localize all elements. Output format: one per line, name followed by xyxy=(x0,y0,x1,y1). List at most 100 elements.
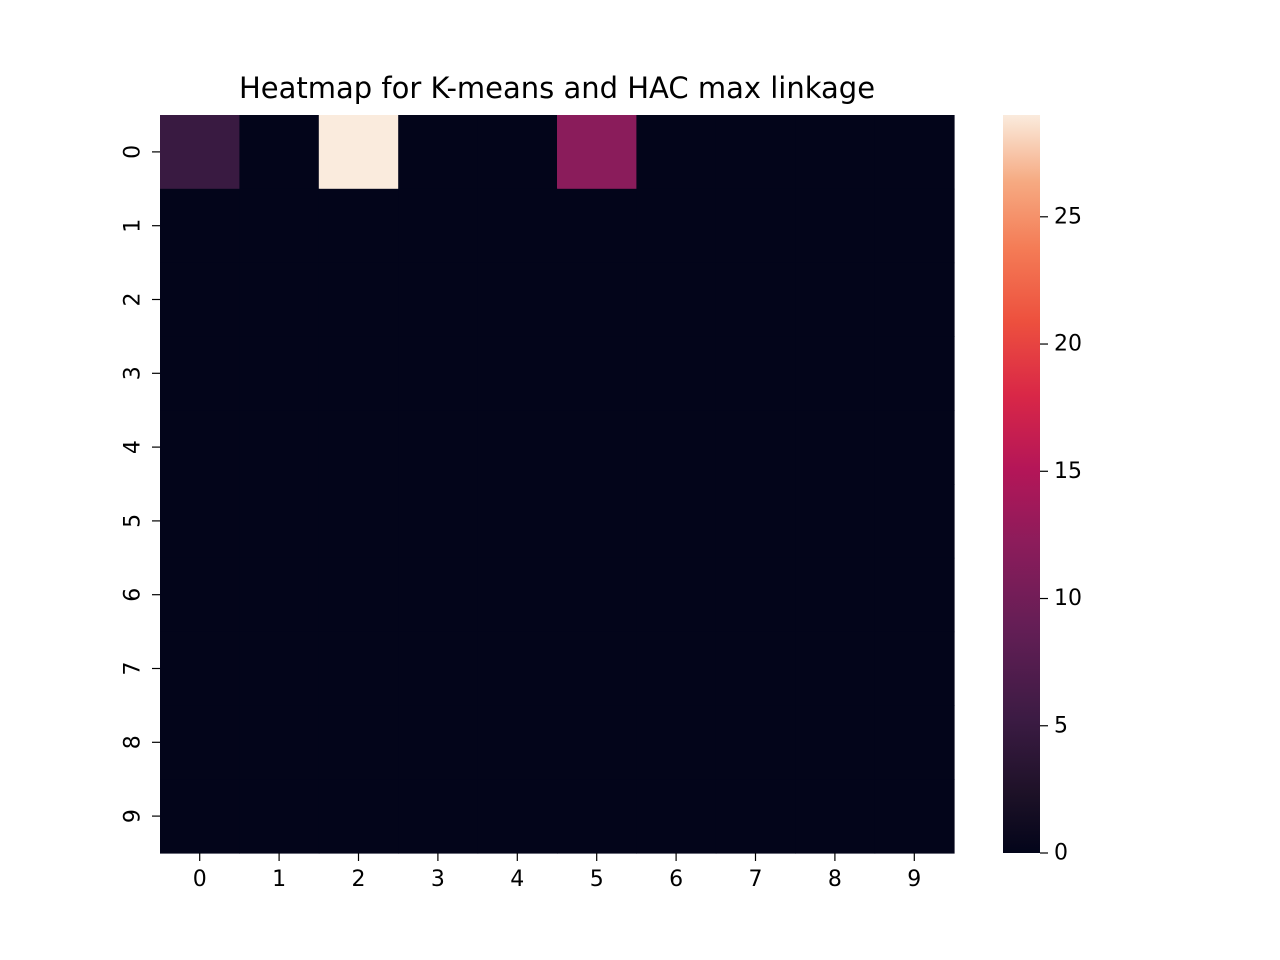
x-tick-label: 5 xyxy=(590,867,604,892)
heatmap-cell-r1-c5 xyxy=(557,188,637,264)
colorbar-tick-label: 10 xyxy=(1054,586,1082,611)
heatmap-cell-r2-c3 xyxy=(398,262,479,337)
heatmap-cell-r6-c1 xyxy=(239,557,320,633)
heatmap-cell-r7-c2 xyxy=(318,631,399,706)
y-tick-label: 6 xyxy=(121,588,146,602)
heatmap-cell-r2-c8 xyxy=(795,262,876,337)
heatmap-cell-r4-c9 xyxy=(874,410,955,485)
heatmap-cell-r7-c3 xyxy=(398,631,479,706)
heatmap-cell-r6-c8 xyxy=(795,557,876,633)
colorbar-tick-label: 25 xyxy=(1054,204,1082,229)
heatmap-cell-r9-c6 xyxy=(636,779,717,854)
colorbar-tick-label: 0 xyxy=(1054,841,1068,866)
heatmap-cell-r3-c2 xyxy=(318,336,399,411)
heatmap-cell-r9-c1 xyxy=(239,779,320,854)
heatmap-cell-r3-c0 xyxy=(160,336,240,411)
heatmap-cell-r2-c6 xyxy=(636,262,717,337)
heatmap-cell-r1-c4 xyxy=(477,188,558,264)
heatmap-cells xyxy=(160,115,955,854)
heatmap-cell-r3-c9 xyxy=(874,336,955,411)
heatmap-cell-r4-c3 xyxy=(398,410,479,485)
heatmap-cell-r2-c4 xyxy=(477,262,558,337)
heatmap-cell-r3-c1 xyxy=(239,336,320,411)
y-axis: 0 1 2 3 4 5 6 7 8 9 xyxy=(121,145,160,823)
x-tick-label: 0 xyxy=(193,867,207,892)
heatmap-cell-r4-c8 xyxy=(795,410,876,485)
heatmap-cell-r8-c1 xyxy=(239,705,320,780)
heatmap-cell-r8-c2 xyxy=(318,705,399,780)
heatmap-cell-r5-c1 xyxy=(239,484,320,559)
y-tick-label: 8 xyxy=(121,735,146,749)
heatmap-cell-r0-c4 xyxy=(477,115,558,190)
heatmap-cell-r3-c8 xyxy=(795,336,876,411)
heatmap-cell-r8-c3 xyxy=(398,705,479,780)
heatmap-cell-r1-c2 xyxy=(318,188,399,264)
heatmap-cell-r5-c5 xyxy=(557,484,637,559)
heatmap-cell-r2-c0 xyxy=(160,262,240,337)
heatmap-cell-r7-c1 xyxy=(239,631,320,706)
heatmap-cell-r0-c3 xyxy=(398,115,479,190)
heatmap-cell-r5-c7 xyxy=(715,484,796,559)
x-tick-label: 2 xyxy=(352,867,366,892)
colorbar xyxy=(1003,115,1040,853)
heatmap-cell-r7-c7 xyxy=(715,631,796,706)
heatmap-cell-r3-c5 xyxy=(557,336,637,411)
heatmap-cell-r5-c8 xyxy=(795,484,876,559)
heatmap-cell-r4-c5 xyxy=(557,410,637,485)
heatmap-cell-r6-c2 xyxy=(318,557,399,633)
colorbar-tick-label: 15 xyxy=(1054,459,1082,484)
heatmap-cell-r9-c9 xyxy=(874,779,955,854)
heatmap-cell-r3-c3 xyxy=(398,336,479,411)
heatmap-cell-r1-c3 xyxy=(398,188,479,264)
heatmap-cell-r3-c4 xyxy=(477,336,558,411)
x-tick-label: 4 xyxy=(510,867,524,892)
heatmap-cell-r7-c4 xyxy=(477,631,558,706)
x-axis: 0 1 2 3 4 5 6 7 8 9 xyxy=(193,853,921,892)
heatmap-cell-r6-c4 xyxy=(477,557,558,633)
heatmap-cell-r4-c1 xyxy=(239,410,320,485)
heatmap-cell-r0-c2 xyxy=(318,115,399,190)
heatmap-cell-r8-c9 xyxy=(874,705,955,780)
heatmap-cell-r9-c0 xyxy=(160,779,240,854)
heatmap-cell-r6-c6 xyxy=(636,557,717,633)
x-tick-label: 3 xyxy=(431,867,445,892)
heatmap-cell-r5-c2 xyxy=(318,484,399,559)
x-tick-label: 7 xyxy=(749,867,763,892)
heatmap-cell-r1-c7 xyxy=(715,188,796,264)
heatmap-cell-r5-c6 xyxy=(636,484,717,559)
heatmap-cell-r1-c8 xyxy=(795,188,876,264)
heatmap-cell-r7-c9 xyxy=(874,631,955,706)
heatmap-cell-r1-c9 xyxy=(874,188,955,264)
heatmap-cell-r5-c0 xyxy=(160,484,240,559)
heatmap-cell-r3-c7 xyxy=(715,336,796,411)
heatmap-cell-r5-c3 xyxy=(398,484,479,559)
y-tick-label: 4 xyxy=(121,440,146,454)
heatmap-cell-r7-c8 xyxy=(795,631,876,706)
y-tick-label: 9 xyxy=(121,809,146,823)
heatmap-cell-r1-c1 xyxy=(239,188,320,264)
heatmap-cell-r4-c6 xyxy=(636,410,717,485)
heatmap-cell-r1-c6 xyxy=(636,188,717,264)
heatmap-cell-r0-c6 xyxy=(636,115,717,190)
heatmap-cell-r0-c1 xyxy=(239,115,320,190)
x-tick-label: 9 xyxy=(907,867,921,892)
heatmap-cell-r4-c2 xyxy=(318,410,399,485)
heatmap-cell-r7-c6 xyxy=(636,631,717,706)
heatmap-cell-r6-c0 xyxy=(160,557,240,633)
heatmap-cell-r9-c7 xyxy=(715,779,796,854)
heatmap-cell-r8-c5 xyxy=(557,705,637,780)
heatmap-cell-r6-c3 xyxy=(398,557,479,633)
heatmap-cell-r2-c7 xyxy=(715,262,796,337)
heatmap-cell-r6-c5 xyxy=(557,557,637,633)
heatmap-cell-r5-c9 xyxy=(874,484,955,559)
heatmap-cell-r8-c0 xyxy=(160,705,240,780)
heatmap-cell-r2-c5 xyxy=(557,262,637,337)
heatmap-cell-r0-c0 xyxy=(160,115,240,190)
heatmap-cell-r1-c0 xyxy=(160,188,240,264)
heatmap-cell-r8-c4 xyxy=(477,705,558,780)
heatmap-cell-r8-c7 xyxy=(715,705,796,780)
heatmap-cell-r5-c4 xyxy=(477,484,558,559)
y-tick-label: 1 xyxy=(121,219,146,233)
heatmap-cell-r0-c7 xyxy=(715,115,796,190)
